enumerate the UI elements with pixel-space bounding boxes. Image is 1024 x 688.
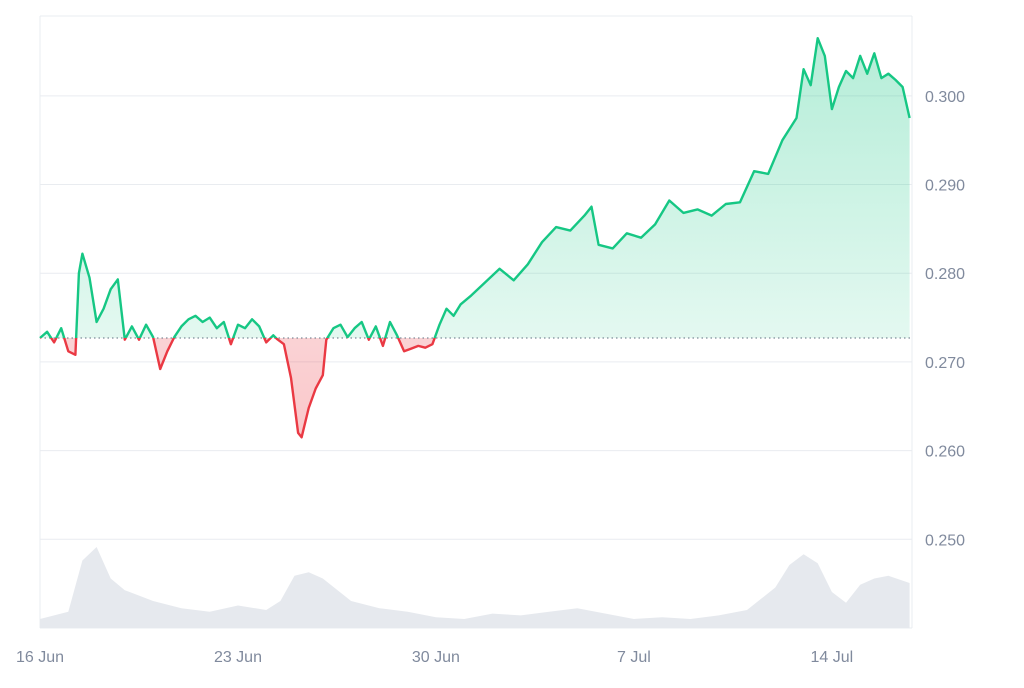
x-tick-label: 30 Jun: [412, 649, 460, 666]
x-axis: 16 Jun 23 Jun 30 Jun 7 Jul 14 Jul: [16, 649, 853, 666]
y-tick-label: 0.260: [925, 444, 965, 461]
y-tick-label: 0.300: [925, 89, 965, 106]
y-tick-label: 0.290: [925, 178, 965, 195]
x-tick-label: 23 Jun: [214, 649, 262, 666]
price-line-layer: [39, 37, 911, 439]
y-axis: 0.300 0.290 0.280 0.270 0.260 0.250: [925, 89, 965, 549]
volume-layer: [40, 547, 910, 628]
y-tick-label: 0.250: [925, 532, 965, 549]
area-above-baseline: [40, 38, 910, 338]
price-line-down: [39, 337, 436, 439]
price-line-up: [39, 37, 911, 338]
x-tick-label: 7 Jul: [617, 649, 651, 666]
area-layer: [40, 38, 910, 438]
y-tick-label: 0.280: [925, 266, 965, 283]
volume-area: [40, 547, 910, 628]
y-tick-label: 0.270: [925, 355, 965, 372]
x-tick-label: 16 Jun: [16, 649, 64, 666]
x-tick-label: 14 Jul: [811, 649, 854, 666]
